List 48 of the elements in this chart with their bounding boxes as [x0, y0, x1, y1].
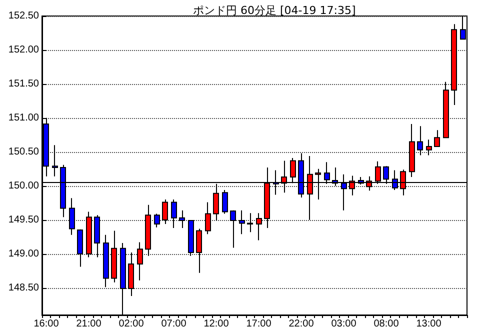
y-tick-label: 152.50	[8, 10, 40, 22]
candlestick	[434, 130, 440, 147]
candlestick	[86, 211, 92, 258]
candlestick	[154, 213, 160, 228]
candlestick	[77, 228, 83, 268]
x-tick-label: 13:00	[416, 318, 442, 330]
x-tick-label: 02:00	[118, 318, 144, 330]
candlestick	[205, 202, 211, 235]
candlestick	[417, 126, 423, 156]
candlestick	[188, 220, 194, 256]
candlestick	[239, 210, 245, 235]
chart-title: ポンド円 60分足 [04-19 17:35]	[193, 4, 356, 17]
candlestick	[179, 210, 185, 229]
y-tick-label: 151.50	[8, 78, 40, 90]
candlestick	[128, 252, 134, 296]
x-tick-label: 07:00	[161, 318, 187, 330]
candlestick	[103, 234, 109, 288]
candlestick	[111, 230, 117, 283]
candlestick	[230, 210, 236, 248]
x-tick-label: 16:00	[34, 318, 60, 330]
candlestick	[443, 81, 449, 138]
candlestick	[137, 242, 143, 281]
candlestick	[145, 204, 151, 256]
candlestick	[222, 189, 228, 214]
candlestick	[94, 214, 100, 258]
x-tick-label: 08:00	[374, 318, 400, 330]
candlestick	[256, 212, 262, 241]
x-tick-label: 22:00	[288, 318, 314, 330]
y-tick-label: 148.50	[8, 282, 40, 294]
candlestick	[409, 124, 415, 178]
candlestick	[52, 144, 58, 177]
candlestick	[171, 198, 177, 229]
candlestick	[451, 24, 457, 106]
candlestick	[69, 198, 75, 236]
x-tick-label: 03:00	[331, 318, 357, 330]
y-tick-label: 149.50	[8, 214, 40, 226]
y-tick-label: 150.00	[8, 180, 40, 192]
y-tick-label: 149.00	[8, 248, 40, 260]
y-tick-label: 151.00	[8, 112, 40, 124]
y-tick-label: 152.00	[8, 44, 40, 56]
y-tick-label: 150.50	[8, 146, 40, 158]
x-tick-label: 12:00	[204, 318, 230, 330]
candlestick	[247, 212, 253, 233]
candlestick	[162, 198, 168, 224]
candlestick	[196, 228, 202, 274]
candlestick	[426, 139, 432, 156]
x-tick-label: 17:00	[246, 318, 272, 330]
x-tick-label: 21:00	[76, 318, 102, 330]
